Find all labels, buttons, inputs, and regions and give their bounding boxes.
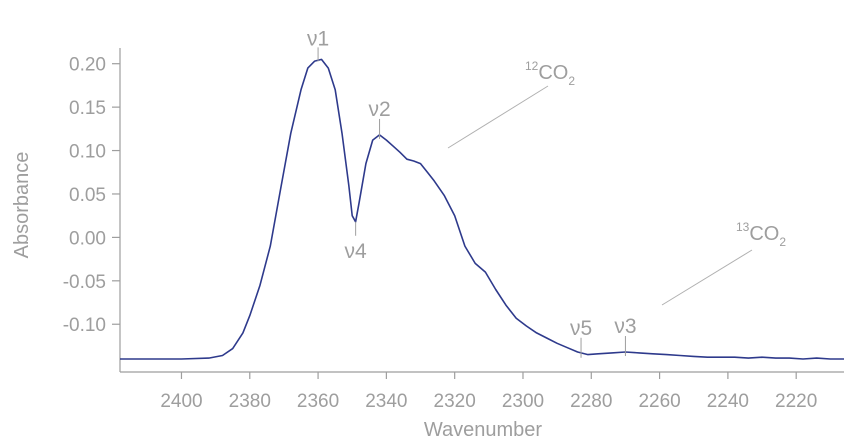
annotation-label-v4: ν4	[345, 240, 368, 263]
axes	[119, 48, 844, 373]
annotation-label-v5: ν5	[570, 317, 592, 340]
y-tick-label: -0.05	[63, 272, 106, 293]
species-base: CO	[749, 223, 779, 245]
annotation-label-v2: ν2	[368, 98, 390, 121]
y-tick-label: 0.20	[69, 55, 106, 76]
species-text-13co2: 13CO2	[736, 220, 786, 249]
species-label-12co2: 12CO2	[447, 59, 575, 149]
species-pointer-12co2	[447, 85, 549, 149]
x-tick-label: 2220	[775, 391, 817, 412]
annotation-label-v1: ν1	[307, 27, 329, 50]
x-tick-label: 2320	[434, 391, 476, 412]
y-tick-label: -0.10	[63, 315, 106, 336]
absorbance-series-line	[120, 58, 844, 360]
x-tick-label: 2360	[297, 391, 339, 412]
species-sup: 13	[736, 220, 750, 234]
species-text-12co2: 12CO2	[525, 59, 575, 88]
peak-annotations: ν1 ν2 ν4 ν5 ν3	[307, 27, 637, 358]
species-pointer-13co2	[661, 249, 753, 306]
y-ticks: 0.20 0.15 0.10 0.05 0.00 -0.05 -0.10	[63, 55, 120, 336]
x-tick-label: 2400	[160, 391, 202, 412]
y-axis-title: Absorbance	[11, 152, 33, 259]
x-axis-title: Wavenumber	[424, 419, 543, 441]
x-tick-label: 2300	[502, 391, 544, 412]
y-tick-label: 0.15	[69, 98, 106, 119]
species-sup: 12	[525, 59, 539, 73]
x-tick-label: 2260	[638, 391, 680, 412]
species-sub: 2	[779, 235, 786, 249]
species-sub: 2	[568, 74, 575, 88]
y-tick-label: 0.05	[69, 185, 106, 206]
y-tick-label: 0.00	[69, 228, 106, 249]
x-tick-label: 2280	[570, 391, 612, 412]
x-tick-label: 2240	[707, 391, 749, 412]
y-tick-label: 0.10	[69, 142, 106, 163]
annotation-label-v3: ν3	[614, 315, 636, 338]
x-tick-label: 2380	[229, 391, 271, 412]
species-label-13co2: 13CO2	[661, 220, 786, 306]
x-tick-label: 2340	[365, 391, 407, 412]
species-base: CO	[538, 62, 568, 84]
x-ticks: 2400 2380 2360 2340 2320 2300 2280 2260 2240 2220	[160, 372, 817, 412]
